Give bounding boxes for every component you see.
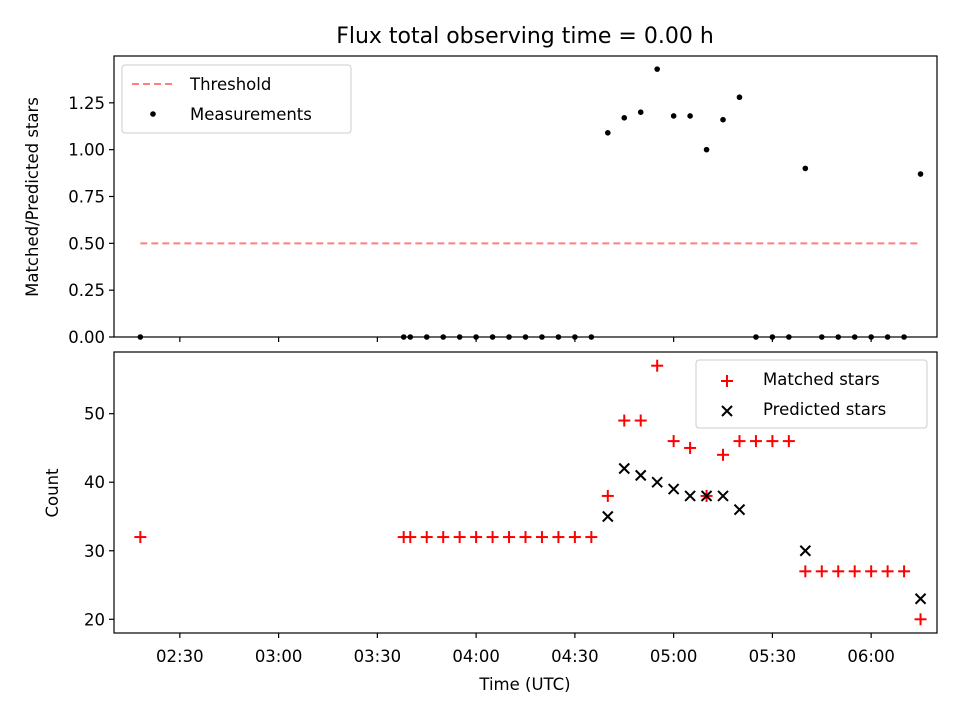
- legend-measurements-label: Measurements: [190, 105, 312, 124]
- top-y-tick-label-5: 1.25: [68, 94, 105, 113]
- matched-star-point-16: [634, 414, 647, 427]
- top-y-tick-label-0: 0.00: [68, 328, 105, 347]
- predicted-star-point-10: [914, 593, 927, 605]
- measurement-point-17: [654, 66, 660, 72]
- matched-star-point-19: [684, 441, 697, 454]
- matched-star-point-6: [470, 531, 483, 544]
- top-legend: Threshold Measurements: [121, 64, 352, 134]
- predicted-star-point-7: [717, 490, 729, 502]
- top-y-tick-label-1: 0.25: [68, 281, 105, 300]
- predicted-star-point-2: [635, 469, 647, 482]
- matched-star-point-15: [618, 414, 631, 427]
- matched-star-point-2: [404, 531, 417, 544]
- top-y-tick-label-4: 1.00: [68, 141, 105, 160]
- predicted-star-point-3: [651, 476, 663, 488]
- measurement-point-15: [621, 115, 628, 121]
- top-y-ticks: 0.00 0.25 0.50 0.75 1.00 1.25: [68, 94, 114, 347]
- matched-star-point-18: [667, 435, 680, 448]
- bottom-legend: Matched stars Predicted stars: [695, 359, 928, 429]
- matched-star-point-22: [733, 435, 746, 448]
- x-tick-label-0: 02:30: [156, 647, 204, 666]
- legend-matched-label: Matched stars: [763, 370, 880, 389]
- legend-matched-swatch: [721, 375, 733, 387]
- matched-star-point-3: [420, 531, 433, 544]
- matched-star-point-5: [453, 531, 466, 544]
- matched-star-point-33: [914, 613, 927, 626]
- top-axes-frame: [113, 55, 938, 338]
- measurement-point-14: [605, 130, 611, 136]
- matched-star-point-13: [585, 531, 598, 544]
- matched-star-point-29: [848, 565, 861, 578]
- matched-star-point-25: [782, 435, 795, 448]
- top-y-tick-label-3: 0.75: [68, 188, 105, 207]
- matched-star-point-23: [749, 435, 762, 448]
- predicted-star-point-1: [618, 462, 630, 475]
- legend-predicted-label: Predicted stars: [763, 400, 886, 419]
- matched-star-point-11: [552, 531, 565, 544]
- bottom-y-tick-label-3: 50: [84, 405, 105, 424]
- predicted-star-point-5: [684, 490, 696, 502]
- top-ylabel: Matched/Predicted stars: [23, 97, 42, 297]
- bottom-y-tick-label-0: 20: [84, 610, 105, 629]
- x-tick-label-7: 06:00: [847, 647, 895, 666]
- bottom-plot-marks: [134, 359, 927, 626]
- matched-star-point-31: [881, 565, 894, 578]
- x-tick-label-1: 03:00: [255, 647, 303, 666]
- bottom-y-tick-label-2: 40: [84, 473, 105, 492]
- top-panel: Flux total observing time = 0.00 h Match…: [23, 24, 938, 347]
- measurement-point-33: [917, 171, 924, 177]
- bottom-axes-frame: [113, 351, 938, 634]
- matched-star-point-7: [486, 531, 499, 544]
- matched-star-point-12: [568, 531, 581, 544]
- measurement-point-22: [736, 94, 743, 101]
- x-tick-label-3: 04:00: [452, 647, 500, 666]
- matched-star-point-0: [134, 531, 147, 544]
- matched-star-point-21: [717, 448, 730, 461]
- x-tick-label-4: 04:30: [551, 647, 599, 666]
- measurement-point-16: [637, 109, 644, 115]
- predicted-star-point-0: [602, 510, 614, 523]
- matched-star-point-24: [766, 435, 779, 448]
- matched-star-point-30: [865, 565, 878, 578]
- predicted-star-point-8: [733, 503, 746, 516]
- bottom-y-ticks: 20 30 40 50: [84, 405, 114, 629]
- top-y-tick-label-2: 0.50: [68, 234, 105, 253]
- predicted-star-point-9: [799, 545, 812, 557]
- top-title: Flux total observing time = 0.00 h: [336, 24, 714, 49]
- measurement-point-19: [687, 113, 693, 119]
- top-legend-box: [121, 64, 352, 134]
- bottom-ylabel: Count: [43, 468, 62, 518]
- predicted-star-point-6: [700, 490, 713, 502]
- bottom-panel: Count Time (UTC) 20 30 40 50 02:30 03:00 03:3…: [43, 351, 938, 694]
- bottom-xlabel: Time (UTC): [478, 675, 570, 694]
- x-tick-label-2: 03:30: [354, 647, 402, 666]
- matched-star-point-10: [535, 531, 548, 544]
- legend-measurements-swatch: [150, 111, 156, 117]
- matched-star-point-17: [651, 359, 664, 372]
- measurement-point-20: [703, 146, 710, 153]
- measurement-point-18: [670, 113, 677, 119]
- legend-threshold-label: Threshold: [189, 75, 271, 94]
- x-tick-label-6: 05:30: [749, 647, 797, 666]
- bottom-y-tick-label-1: 30: [84, 542, 105, 561]
- matched-star-point-9: [519, 531, 532, 544]
- matched-star-point-28: [832, 565, 845, 578]
- matched-star-point-8: [503, 531, 516, 544]
- matched-star-point-4: [437, 531, 450, 544]
- measurement-point-26: [802, 165, 809, 172]
- matched-star-point-27: [815, 565, 828, 578]
- measurement-point-21: [720, 116, 726, 123]
- bottom-legend-box: [695, 359, 928, 429]
- legend-predicted-swatch: [721, 405, 733, 417]
- bottom-x-ticks: 02:30 03:00 03:30 04:00 04:30 05:00 05:30 06:00: [156, 633, 895, 666]
- matched-star-point-32: [898, 565, 911, 578]
- matched-star-point-14: [601, 489, 614, 502]
- x-tick-label-5: 05:00: [650, 647, 698, 666]
- matched-star-point-26: [799, 565, 812, 578]
- top-plot-marks: [137, 66, 924, 340]
- predicted-star-point-4: [667, 483, 680, 495]
